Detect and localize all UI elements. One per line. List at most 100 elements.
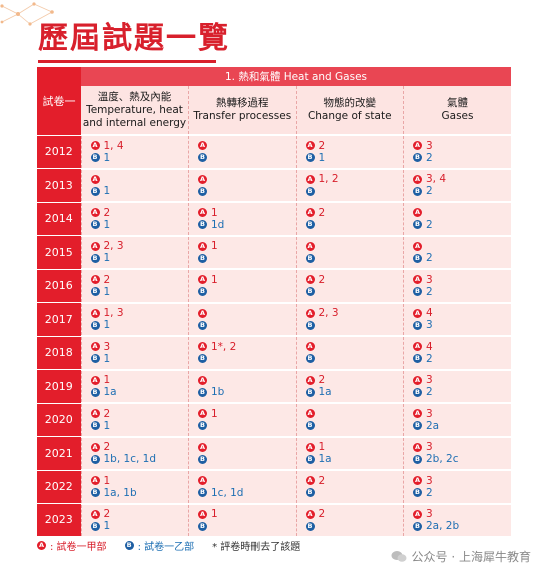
badge-b-icon: B xyxy=(305,521,315,531)
section-a-line: A xyxy=(305,240,404,252)
badge-b-icon: B xyxy=(90,387,100,397)
question-numbers: 3 xyxy=(426,319,433,332)
badge-b-icon: B xyxy=(198,287,207,297)
badge-a-icon: A xyxy=(413,275,422,285)
badge-a-icon: A xyxy=(305,409,315,419)
badge-b-icon: B xyxy=(198,521,207,531)
question-numbers: 1 xyxy=(211,508,218,521)
section-a-line: A xyxy=(305,408,404,420)
question-numbers: 2b, 2c xyxy=(426,453,459,466)
question-numbers: 2, 3 xyxy=(103,240,124,253)
watermark-text: 公众号 · 上海犀牛教育 xyxy=(411,550,531,564)
table-row: 2014 A 2 B 1 A 1 B 1d A 2 B A B 2 xyxy=(37,201,512,236)
question-numbers: 4 xyxy=(426,307,433,320)
legend-note: * 評卷時刪去了該題 xyxy=(212,542,301,553)
question-numbers: 1 xyxy=(211,206,218,219)
badge-b-icon: B xyxy=(198,320,207,330)
question-numbers: 1, 2 xyxy=(318,173,339,186)
question-numbers: 1 xyxy=(103,374,111,387)
question-numbers: 2 xyxy=(318,206,326,219)
year-cell: 2012 xyxy=(37,135,81,169)
question-numbers: 3 xyxy=(426,407,433,420)
column-header-en: Temperature, heat and internal energy xyxy=(82,103,187,129)
question-numbers: 1, 3 xyxy=(103,307,124,320)
badge-a-icon: A xyxy=(413,241,422,251)
badge-a-icon: A xyxy=(413,174,422,184)
question-numbers: 2 xyxy=(426,386,433,399)
year-cell: 2016 xyxy=(37,269,81,303)
badge-a-icon: A xyxy=(90,241,100,251)
year-cell: 2015 xyxy=(37,235,81,270)
badge-a-icon: A xyxy=(413,208,422,218)
question-numbers: 1 xyxy=(103,319,111,332)
badge-b-icon: B xyxy=(198,488,207,498)
badge-b-icon: B xyxy=(90,253,100,263)
legend: A : 試卷一甲部 B : 試卷一乙部 * 評卷時刪去了該題 xyxy=(37,538,318,553)
section-b-line: B xyxy=(305,185,404,197)
year-cell: 2014 xyxy=(37,202,81,236)
badge-b-icon: B xyxy=(90,320,100,330)
badge-b-icon: B xyxy=(198,186,207,196)
badge-a-icon: A xyxy=(90,409,100,419)
badge-b-icon: B xyxy=(413,153,422,163)
section-b-line: B 1c, 1d xyxy=(198,487,296,499)
year-cell: 2013 xyxy=(37,168,81,203)
legend-item-a: A : 試卷一甲部 xyxy=(37,538,107,553)
question-numbers: 2, 3 xyxy=(318,307,339,320)
badge-b-icon: B xyxy=(305,153,315,163)
legend-b-label: : 試卷一乙部 xyxy=(137,542,195,553)
badge-b-icon: B xyxy=(198,454,207,464)
badge-a-icon: A xyxy=(413,375,422,385)
badge-b-icon: B xyxy=(413,354,422,364)
column-header-en: Transfer processes xyxy=(193,110,292,122)
badge-a-icon: A xyxy=(90,141,100,151)
badge-a-icon: A xyxy=(198,208,207,218)
past-papers-table: 試卷一 1. 熱和氣體 Heat and Gases 溫度、熱及內能 Temper… xyxy=(37,67,512,537)
badge-b-icon: B xyxy=(305,421,315,431)
badge-b-icon: B xyxy=(305,220,315,230)
section-a-line: A 2, 3 xyxy=(90,240,189,253)
section-b-line: B 1d xyxy=(198,219,296,231)
question-numbers: 1 xyxy=(103,252,111,265)
section-b-line: B xyxy=(305,520,404,532)
question-numbers: 2a xyxy=(426,419,440,432)
question-numbers: 1 xyxy=(103,474,111,487)
section-b-line: B 1a xyxy=(90,386,189,398)
question-numbers: 3 xyxy=(103,340,111,353)
badge-b-icon: B xyxy=(305,253,315,263)
badge-b-icon: B xyxy=(90,521,100,531)
question-cell: A B 1c, 1d xyxy=(188,469,296,504)
question-numbers: 2 xyxy=(426,352,433,365)
legend-a-label: : 試卷一甲部 xyxy=(50,542,107,553)
question-numbers: 1a xyxy=(318,453,332,466)
section-b-line: B 1a, 1b xyxy=(90,487,189,499)
column-header: 溫度、熱及內能 Temperature, heat and internal en… xyxy=(81,86,189,135)
question-numbers: 2 xyxy=(103,206,111,219)
